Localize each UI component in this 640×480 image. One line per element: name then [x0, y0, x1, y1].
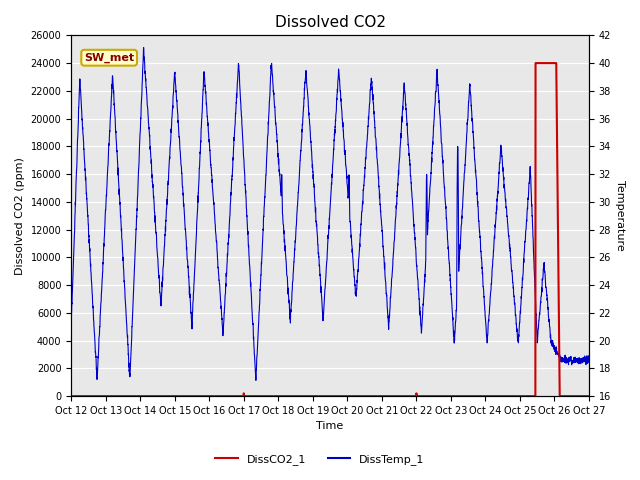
Text: SW_met: SW_met [84, 53, 134, 63]
X-axis label: Time: Time [316, 421, 344, 432]
Y-axis label: Dissolved CO2 (ppm): Dissolved CO2 (ppm) [15, 157, 25, 275]
Title: Dissolved CO2: Dissolved CO2 [275, 15, 385, 30]
Legend: DissCO2_1, DissTemp_1: DissCO2_1, DissTemp_1 [211, 450, 429, 469]
Y-axis label: Temperature: Temperature [615, 180, 625, 251]
